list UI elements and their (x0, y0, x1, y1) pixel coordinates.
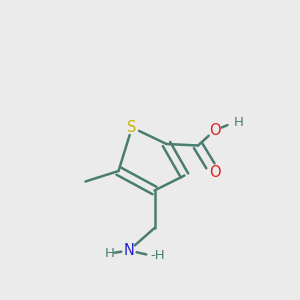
Text: S: S (127, 120, 137, 135)
Text: O: O (209, 165, 220, 180)
Text: N: N (124, 243, 134, 258)
Text: H: H (105, 247, 114, 260)
Text: O: O (209, 123, 220, 138)
Text: H: H (234, 116, 244, 130)
Text: -H: -H (150, 249, 165, 262)
